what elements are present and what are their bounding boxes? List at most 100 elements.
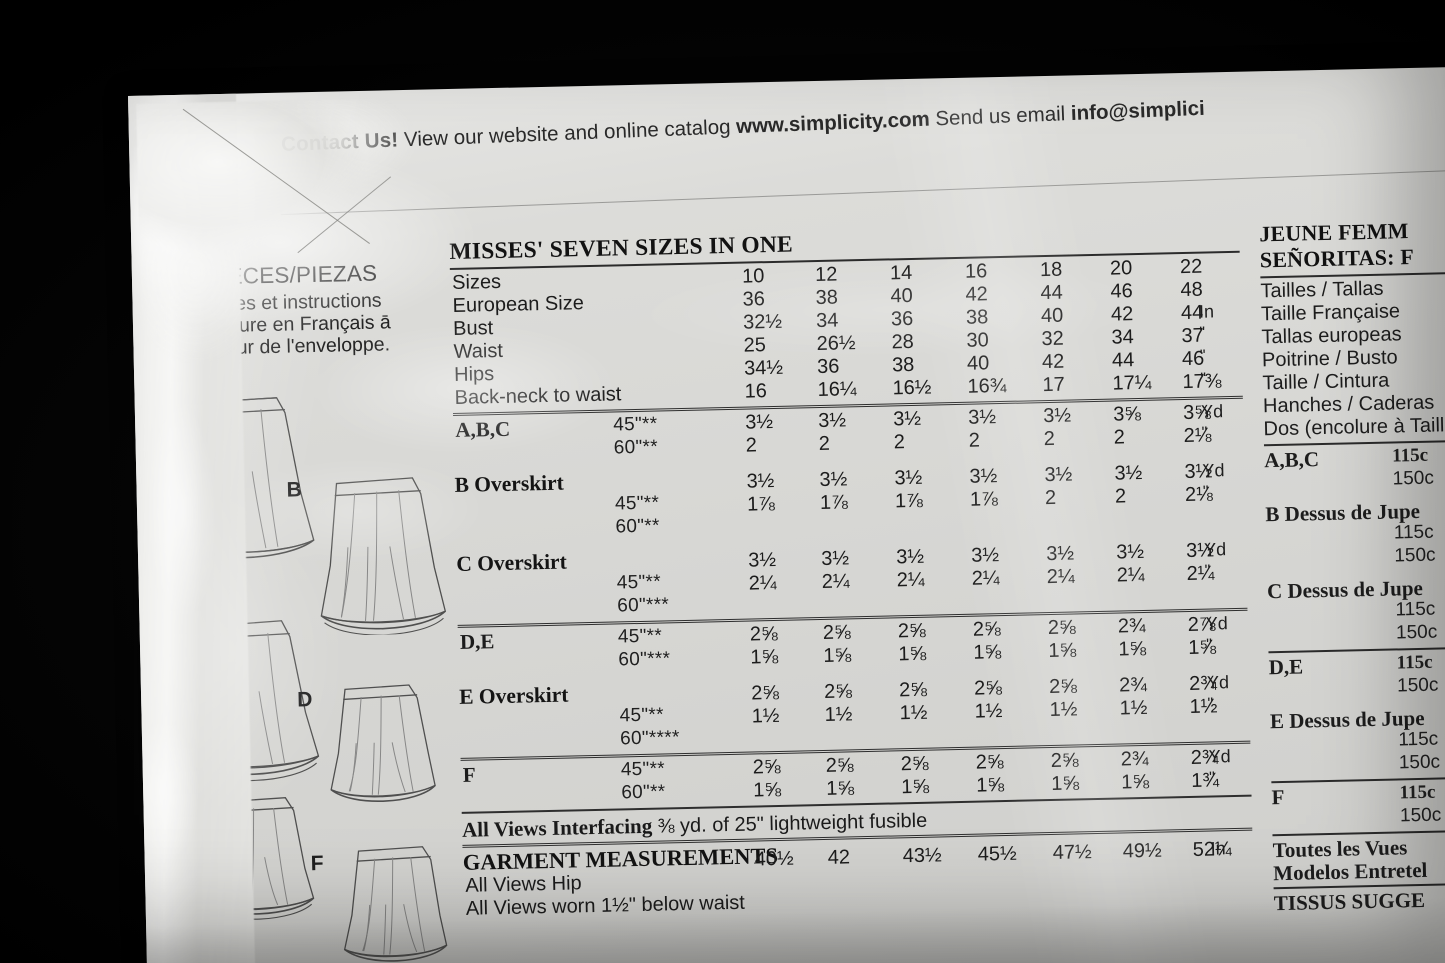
cell: 34 xyxy=(1111,326,1134,349)
cell: 2⅝ xyxy=(900,752,929,776)
garment-measurements: GARMENT MEASUREMENTS All Views Hip 40½ 4… xyxy=(463,833,1254,921)
right-width: 150c xyxy=(1394,544,1436,567)
right-interfacing-line-2: Modelos Entretel xyxy=(1272,857,1428,886)
cell: 30 xyxy=(966,329,990,352)
cell: 3½ xyxy=(748,548,777,572)
cell: 22 xyxy=(1179,255,1203,279)
cell: 2 xyxy=(893,431,906,454)
cell: 1⅝ xyxy=(898,642,927,666)
cell: 2⅝ xyxy=(897,619,926,643)
right-width: 150c xyxy=(1395,621,1438,644)
cell: 28 xyxy=(891,330,915,354)
cell: 16 xyxy=(964,260,988,283)
cell: 1⅞ xyxy=(819,491,849,514)
right-group-row: 150c xyxy=(1269,674,1445,702)
cell: 1½ xyxy=(751,704,780,728)
cell: 2⅝ xyxy=(1047,616,1076,640)
cell: 3½ xyxy=(1045,542,1075,566)
fabric-width: 60"** xyxy=(613,436,659,459)
row-unit: Yd xyxy=(1206,672,1230,693)
right-group-row: 150c xyxy=(1268,621,1445,649)
cell: 2¼ xyxy=(971,567,1000,590)
cell: 1⅝ xyxy=(753,778,782,802)
cell: 2⅝ xyxy=(822,621,851,644)
right-width: 115c xyxy=(1391,444,1429,467)
group-label: D,E xyxy=(459,629,495,654)
right-width: 115c xyxy=(1398,728,1439,751)
cell: 1⅝ xyxy=(901,775,930,799)
cell: 2⅛ xyxy=(1184,483,1214,507)
cell: 1⅝ xyxy=(1048,639,1077,663)
measure-label-row: Dos (encolure à Taill xyxy=(1263,414,1445,441)
email-address[interactable]: info@simplici xyxy=(1070,96,1206,126)
cell: 34 xyxy=(815,309,839,333)
cell: 2¾ xyxy=(1120,747,1149,771)
cell: 2⅝ xyxy=(972,618,1001,641)
cell: 2⅝ xyxy=(975,751,1004,774)
cell: 3½ xyxy=(970,544,1000,567)
size-and-yardage-table: MISSES' SEVEN SIZES IN ONE Sizes 10 12 1… xyxy=(449,222,1254,921)
header-divider xyxy=(280,169,1445,216)
cell: 45½ xyxy=(977,842,1017,866)
cell: 2¼ xyxy=(1116,563,1145,587)
row-label: Back-neck to waist xyxy=(454,383,622,409)
website-url[interactable]: www.simplicity.com xyxy=(735,107,931,139)
cell: 32 xyxy=(1041,327,1065,351)
pattern-envelope-in-plastic-bag: Contact Us! View our website and online … xyxy=(128,66,1445,963)
cell: 2⅝ xyxy=(1050,749,1079,773)
cell: 40 xyxy=(1040,304,1064,328)
cell: 16¾ xyxy=(967,374,1007,398)
skirt-drawing-d xyxy=(330,684,436,803)
fabric-width: 60"** xyxy=(621,781,666,804)
cell: 3½ xyxy=(746,469,775,493)
cell: 12 xyxy=(814,263,838,287)
row-unit: " xyxy=(1204,562,1211,580)
view-label-b: B xyxy=(286,478,303,502)
group-label: F xyxy=(462,762,476,787)
fabric-width: 45"** xyxy=(620,758,666,781)
cell: 38 xyxy=(815,286,839,310)
cell: 2 xyxy=(1113,426,1126,449)
row-unit: " xyxy=(1206,636,1213,654)
cell: 1½ xyxy=(974,700,1003,723)
fabric-width: 45"** xyxy=(616,571,662,594)
view-label-d: D xyxy=(296,688,313,712)
cell: 44 xyxy=(1040,281,1064,305)
row-unit: Yd xyxy=(1208,746,1231,767)
right-width: 115c xyxy=(1399,781,1436,804)
cell: 2 xyxy=(1114,485,1127,508)
fabric-width: 60"*** xyxy=(617,594,670,617)
right-group-row: 150c xyxy=(1272,804,1445,832)
cell: 47½ xyxy=(1052,841,1092,865)
cell: 42 xyxy=(827,846,851,869)
right-group-label: A,B,C xyxy=(1263,447,1320,473)
cell: 2⅝ xyxy=(1048,675,1078,699)
cell: 17¼ xyxy=(1112,371,1152,395)
cell: 40 xyxy=(890,284,914,308)
cell: 36 xyxy=(742,288,766,311)
row-unit: Yd xyxy=(1203,539,1227,560)
body-measurements-grid: Sizes 10 12 14 16 18 20 22 European Size… xyxy=(450,255,1243,410)
cell: 2⅝ xyxy=(752,755,781,779)
cell: 10 xyxy=(741,265,765,288)
cell: 1⅞ xyxy=(746,492,776,516)
cell: 2⅝ xyxy=(750,681,780,705)
cell: 17 xyxy=(1042,373,1066,397)
cell: 36 xyxy=(816,355,840,379)
cell: 42 xyxy=(965,283,989,306)
skirt-drawing-b xyxy=(320,477,447,636)
cell: 1⅝ xyxy=(750,645,779,669)
cell: 42 xyxy=(1110,303,1134,326)
cell: 1½ xyxy=(1049,698,1078,722)
cell: 3½ xyxy=(969,465,998,488)
cell: 2¼ xyxy=(896,568,925,592)
cell: 3½ xyxy=(894,466,923,490)
view-label-f: F xyxy=(310,851,324,876)
row-label: Hips xyxy=(453,363,495,386)
right-width: 150c xyxy=(1396,674,1439,697)
interfacing-label: All Views Interfacing xyxy=(461,813,653,842)
cell: 32½ xyxy=(742,310,783,334)
cell: 16¼ xyxy=(817,378,857,402)
cell: 1⅝ xyxy=(1050,772,1080,796)
right-group-label: D,E xyxy=(1268,654,1304,680)
